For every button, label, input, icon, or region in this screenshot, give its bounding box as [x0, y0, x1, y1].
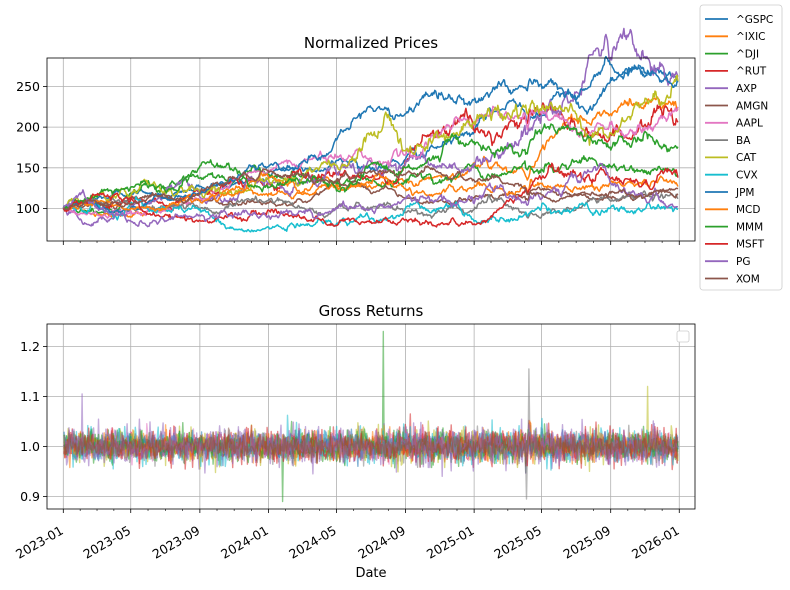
bottom-ytick-label: 1.2	[20, 339, 40, 354]
top-ytick-label: 100	[16, 201, 40, 216]
bottom-xtick-label: 2024-05	[286, 523, 339, 562]
normalized-prices-axes: Normalized Prices 100 150 200 250	[16, 27, 696, 245]
legend-label-amgn: AMGN	[736, 100, 768, 112]
gross-returns-title: Gross Returns	[319, 302, 424, 320]
legend-label-ba: BA	[736, 135, 751, 147]
return-line-dji	[63, 330, 679, 503]
legend-label-mcd: MCD	[736, 204, 760, 216]
legend-label-mmm: MMM	[736, 221, 763, 233]
legend: ^GSPC ^IXIC ^DJI ^RUT AXP AMGN AAPL BA CAT CVX JPM…	[699, 4, 783, 291]
top-ytick-label: 200	[16, 120, 40, 135]
bottom-ytick-label: 0.9	[20, 489, 40, 504]
bottom-ytick-label: 1.1	[20, 389, 40, 404]
bottom-axes-frame	[46, 323, 696, 510]
legend-frame	[699, 4, 783, 291]
legend-label-aapl: AAPL	[736, 118, 763, 130]
legend-label-cvx: CVX	[736, 170, 758, 182]
price-line-mmm	[62, 123, 679, 209]
bottom-xtick-label: 2023-05	[81, 523, 134, 562]
price-line-xom	[63, 165, 679, 211]
bottom-grid	[47, 324, 695, 509]
bottom-xtick-label: 2024-01	[218, 523, 271, 562]
top-ticks: 100 150 200 250	[16, 79, 680, 245]
bottom-series-lines	[63, 330, 679, 503]
x-axis-label: Date	[355, 566, 386, 581]
legend-label-jpm: JPM	[735, 187, 755, 199]
normalized-prices-title: Normalized Prices	[304, 34, 438, 52]
legend-label-xom: XOM	[736, 273, 760, 285]
top-ytick-label: 150	[16, 160, 40, 175]
price-line-dji	[63, 155, 679, 214]
legend-label-rut: ^RUT	[736, 66, 767, 78]
bottom-xtick-label: 2024-09	[355, 523, 408, 562]
legend-label-axp: AXP	[736, 83, 757, 95]
bottom-xtick-label: 2025-05	[491, 523, 544, 562]
price-line-mcd	[63, 171, 679, 212]
price-line-jpm	[63, 55, 679, 214]
price-line-msft	[62, 162, 679, 228]
top-series-lines	[62, 27, 679, 233]
legend-label-pg: PG	[736, 256, 750, 268]
gross-returns-axes: Gross Returns 2023-01 2023-05 2023-09 2024-…	[13, 302, 696, 581]
bottom-xtick-label: 2026-01	[629, 523, 682, 562]
price-line-cat	[62, 74, 679, 209]
bottom-xtick-label: 2025-01	[424, 523, 477, 562]
return-line-xom	[63, 427, 679, 467]
legend-label-dji: ^DJI	[736, 48, 759, 60]
legend-label-cat: CAT	[736, 152, 757, 164]
bottom-xtick-label: 2023-09	[150, 523, 203, 562]
bottom-xtick-label: 2025-09	[560, 523, 613, 562]
legend-label-msft: MSFT	[736, 239, 765, 251]
legend-label-gspc: ^GSPC	[736, 14, 773, 26]
bottom-xtick-label: 2023-01	[13, 523, 66, 562]
bottom-ytick-label: 1.0	[20, 439, 40, 454]
top-ytick-label: 250	[16, 79, 40, 94]
price-line-pg	[62, 162, 678, 228]
empty-legend-box	[676, 330, 690, 343]
legend-label-ixic: ^IXIC	[736, 31, 766, 43]
